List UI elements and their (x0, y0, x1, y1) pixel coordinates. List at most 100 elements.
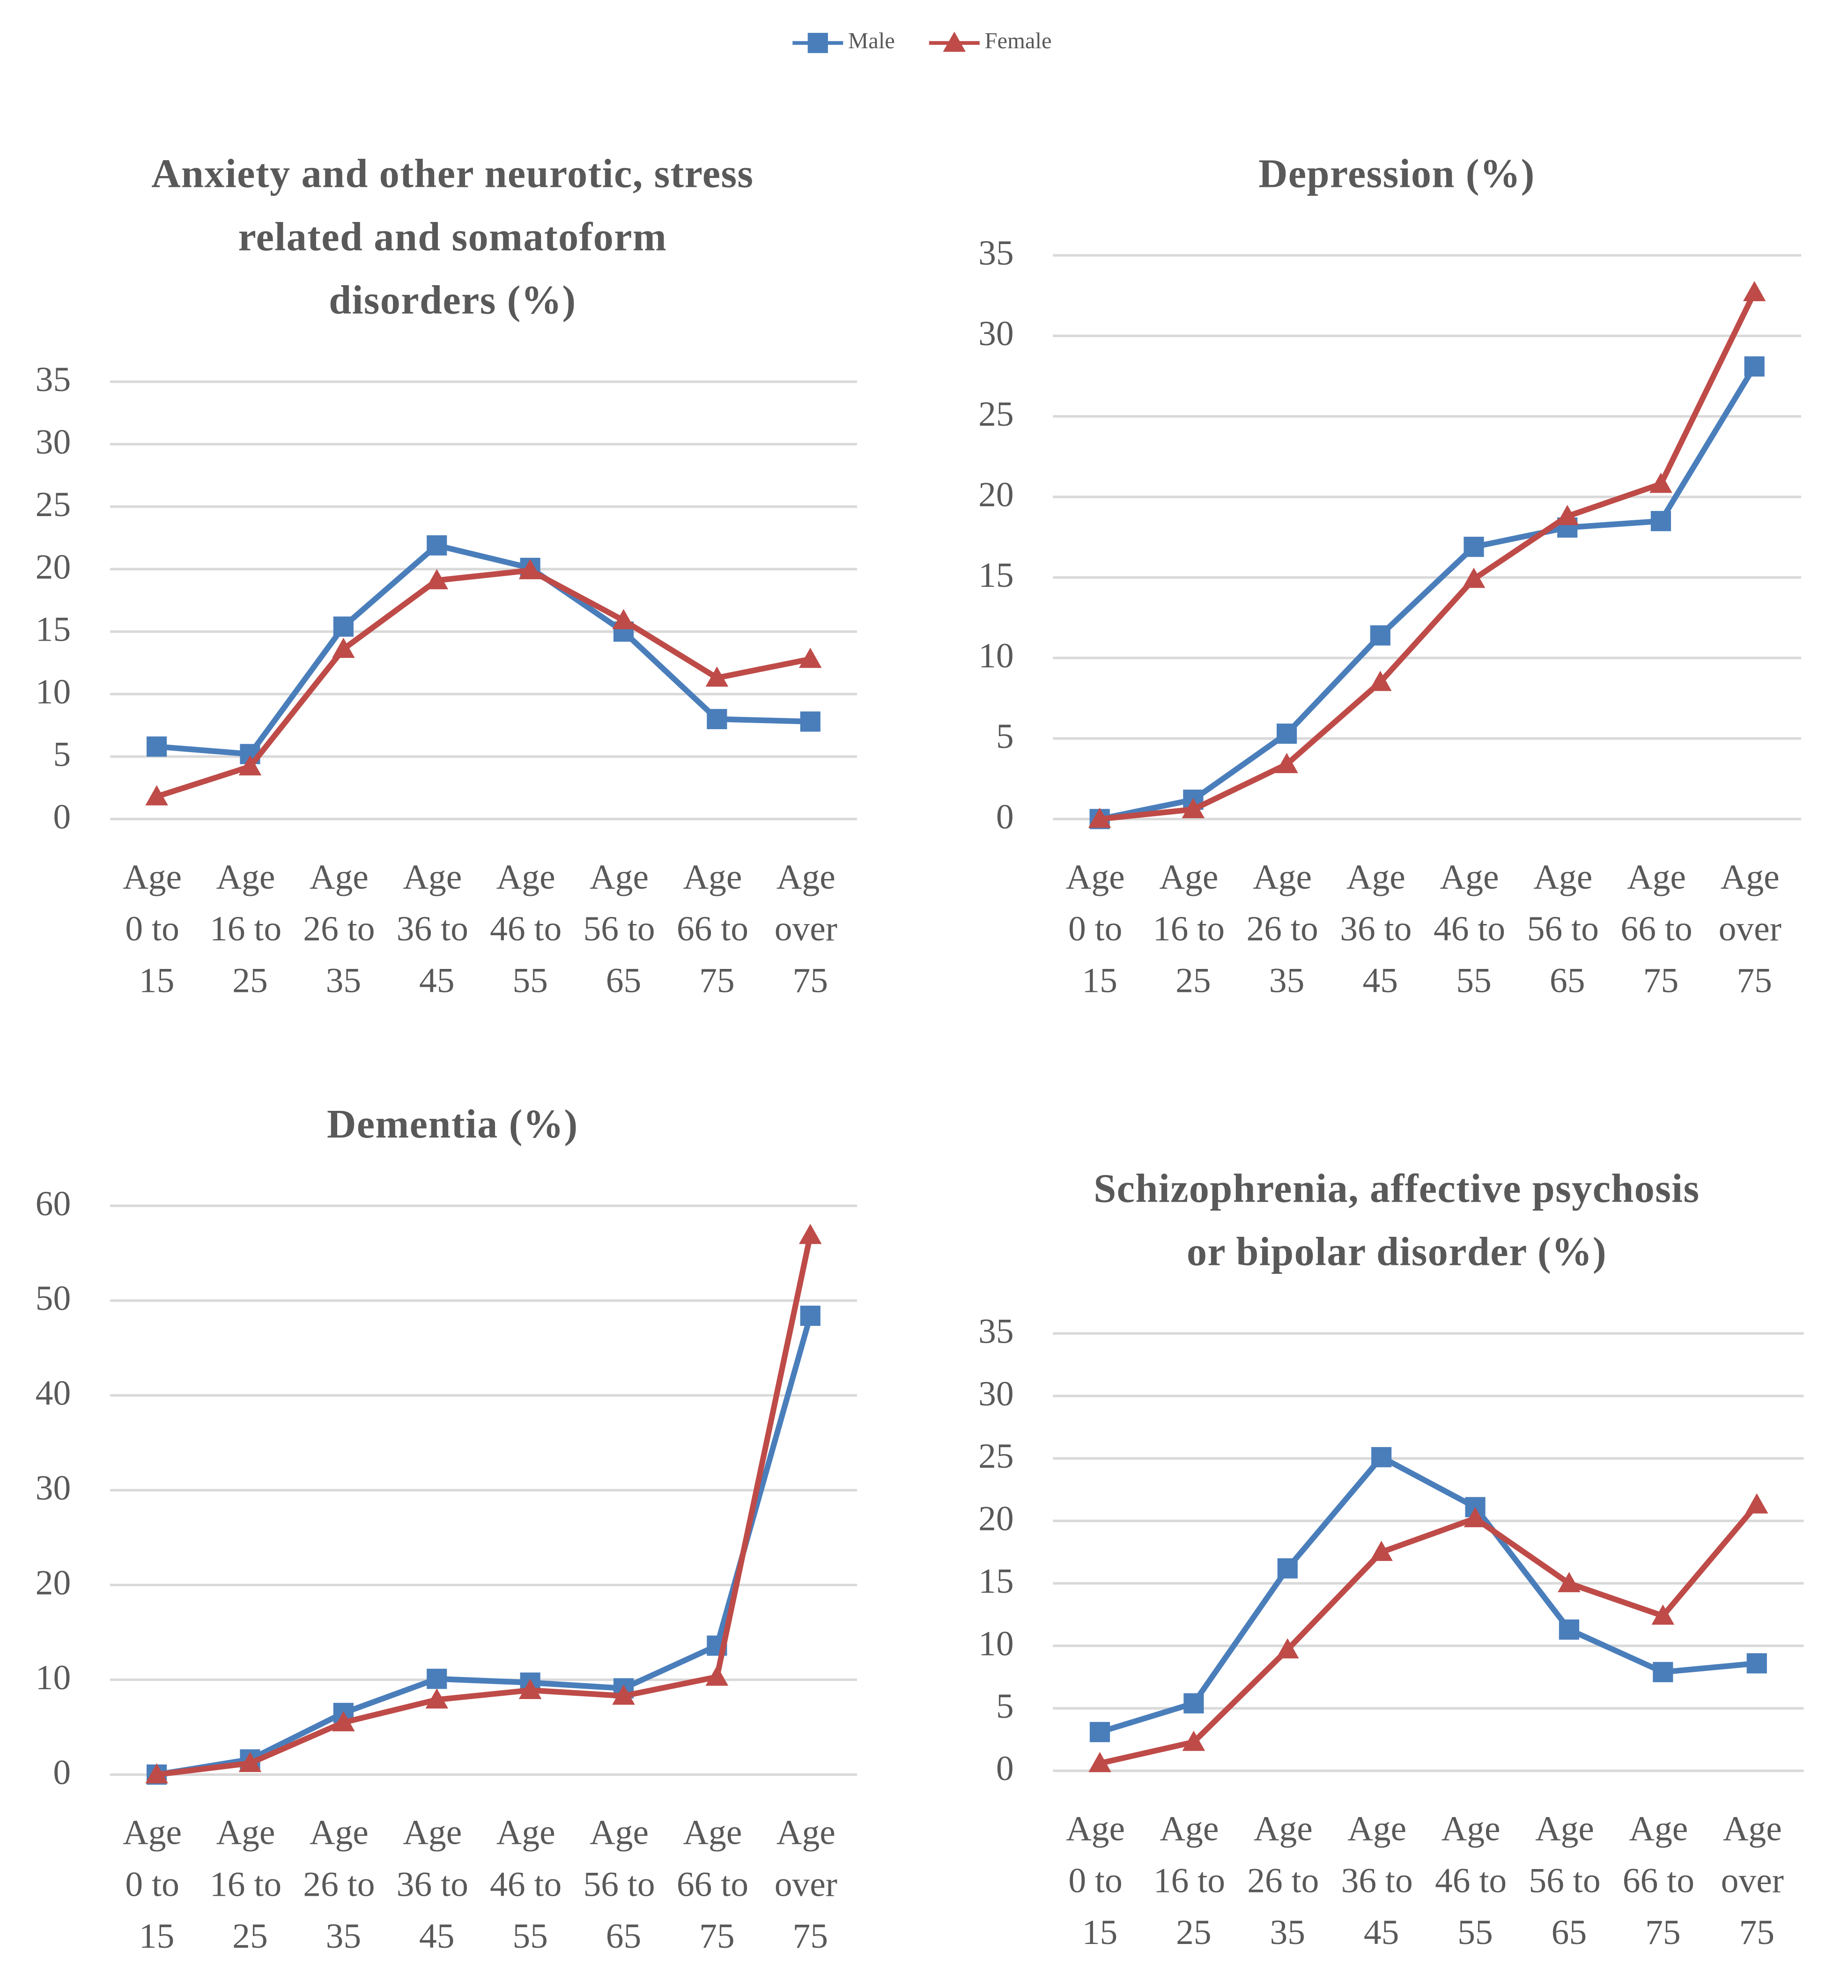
y-tick-label: 30 (36, 1469, 71, 1508)
x-tick-label: Age 16 to 25 (1153, 857, 1234, 1000)
marker (705, 1665, 729, 1686)
legend-label: Male (848, 28, 895, 53)
series-line (1099, 1502, 1759, 1766)
y-tick-label: 5 (996, 717, 1014, 756)
x-tick-label: Age 36 to 45 (397, 857, 477, 1000)
marker (1745, 1493, 1768, 1514)
marker (145, 1763, 168, 1784)
x-tick-label: Age 26 to 35 (303, 857, 384, 1000)
marker (146, 736, 167, 757)
marker (1369, 671, 1392, 691)
marker (1558, 1572, 1581, 1592)
y-tick-label: 0 (996, 798, 1014, 836)
marker (518, 1678, 542, 1700)
y-tick-label: 10 (36, 1658, 71, 1697)
marker (332, 1711, 355, 1731)
y-tick-label: 30 (36, 423, 71, 462)
x-tick-label: Age 66 to 75 (1620, 857, 1701, 1000)
x-tick-label: Age 36 to 45 (397, 1813, 477, 1956)
marker (427, 535, 447, 556)
marker (943, 31, 966, 52)
marker (1464, 1507, 1487, 1528)
x-tick-label: Age over 75 (775, 1813, 846, 1956)
y-tick-label: 5 (996, 1687, 1014, 1726)
y-tick-label: 0 (53, 1753, 71, 1792)
chart-title-wrap: Schizophrenia, affective psychosis or bi… (1043, 1043, 1751, 1283)
legend-label: Female (985, 28, 1052, 53)
marker (1650, 511, 1671, 532)
marker (145, 785, 168, 806)
marker (1556, 505, 1579, 525)
marker (425, 569, 449, 590)
chart-title: Schizophrenia, affective psychosis or bi… (1094, 1165, 1700, 1274)
x-tick-label: Age 56 to 65 (1527, 857, 1608, 1000)
y-tick-label: 15 (978, 1562, 1014, 1601)
x-tick-label: Age 46 to 55 (490, 857, 570, 1000)
chart-title-box: Anxiety and other neurotic, stress relat… (99, 91, 806, 331)
marker (1649, 473, 1672, 493)
x-tick-label: Age 26 to 35 (1247, 1810, 1328, 1952)
y-tick-label: 50 (36, 1279, 71, 1318)
x-tick-label: Age 26 to 35 (303, 1813, 384, 1956)
y-tick-label: 15 (978, 556, 1014, 595)
marker (238, 755, 262, 776)
marker (238, 1752, 262, 1772)
y-tick-label: 20 (36, 1563, 71, 1602)
y-tick-label: 10 (36, 673, 71, 711)
series-line (1099, 1454, 1757, 1735)
marker (1276, 724, 1297, 744)
marker (427, 1669, 447, 1689)
x-tick-label: Age 26 to 35 (1247, 857, 1327, 1000)
x-tick-label: Age 0 to 15 (1066, 1810, 1134, 1952)
marker (705, 666, 729, 687)
y-tick-label: 35 (978, 234, 1014, 273)
chart-title: Anxiety and other neurotic, stress relat… (151, 150, 754, 323)
marker (1183, 1693, 1204, 1714)
y-tick-label: 0 (996, 1749, 1014, 1788)
chart-title-wrap: Depression (%) (1043, 0, 1751, 205)
marker (1182, 1730, 1205, 1751)
marker (1089, 1722, 1110, 1743)
x-tick-label: Age 56 to 65 (583, 1813, 664, 1956)
marker (1559, 1619, 1580, 1640)
chart-title-wrap: Dementia (%) (99, 915, 806, 1155)
marker (518, 559, 542, 579)
y-tick-label: 30 (978, 1375, 1014, 1413)
x-tick-label: Age 56 to 65 (583, 857, 664, 1000)
marker (1370, 1540, 1393, 1561)
marker (1370, 625, 1390, 646)
marker (1462, 568, 1486, 588)
series-line (156, 542, 811, 757)
x-tick-label: Age 16 to 25 (210, 1813, 290, 1956)
y-tick-label: 30 (978, 314, 1014, 353)
y-tick-label: 20 (978, 475, 1014, 514)
marker (798, 1224, 822, 1244)
marker (800, 711, 821, 732)
chart-title: Depression (%) (1258, 150, 1535, 196)
marker (612, 1684, 635, 1705)
y-tick-label: 25 (978, 1437, 1014, 1476)
y-tick-label: 35 (36, 360, 71, 399)
x-tick-label: Age 36 to 45 (1341, 1810, 1422, 1952)
series-line (1099, 365, 1757, 822)
marker (800, 1305, 821, 1326)
series-line (1099, 291, 1757, 822)
y-tick-label: 25 (978, 395, 1014, 434)
marker (425, 1688, 449, 1709)
x-tick-label: Age 0 to 15 (123, 857, 191, 1000)
marker (1746, 1653, 1767, 1674)
series-line (155, 567, 811, 799)
x-tick-label: Age 16 to 25 (1153, 1810, 1234, 1952)
marker (1653, 1662, 1673, 1682)
y-tick-label: 40 (36, 1374, 71, 1413)
chart-title-wrap: Anxiety and other neurotic, stress relat… (99, 91, 806, 331)
marker (1277, 1558, 1298, 1579)
chart-title-box: Schizophrenia, affective psychosis or bi… (1043, 1043, 1751, 1283)
x-tick-label: Age 66 to 75 (677, 1813, 757, 1956)
marker (1651, 1604, 1675, 1625)
marker (798, 648, 822, 668)
y-tick-label: 10 (978, 636, 1014, 675)
marker (1464, 537, 1484, 557)
